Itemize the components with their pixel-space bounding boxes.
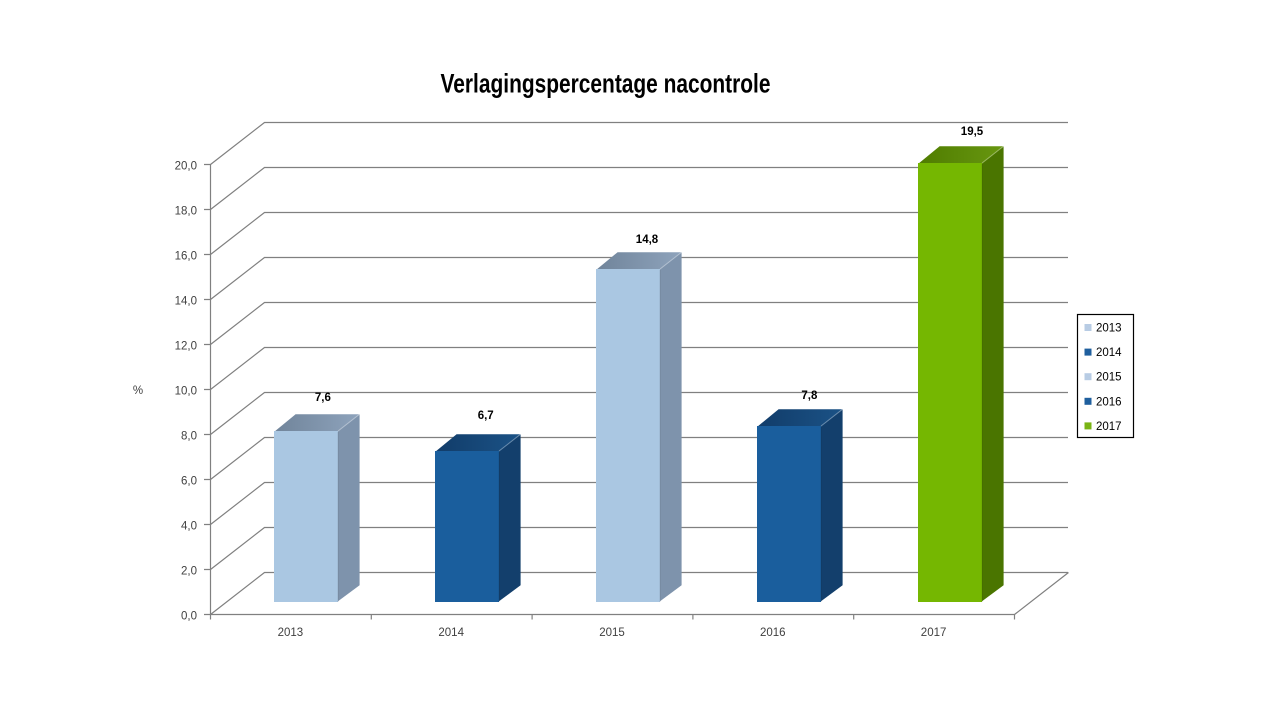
svg-text:4,0: 4,0 (181, 521, 197, 533)
svg-text:2013: 2013 (1096, 323, 1122, 335)
svg-text:%: % (133, 385, 143, 397)
svg-text:2015: 2015 (1096, 372, 1122, 384)
svg-text:0,0: 0,0 (181, 611, 197, 623)
svg-text:16,0: 16,0 (175, 251, 197, 263)
svg-text:2017: 2017 (1096, 421, 1122, 433)
svg-text:8,0: 8,0 (181, 431, 197, 443)
svg-text:2014: 2014 (1096, 347, 1122, 359)
svg-text:19,5: 19,5 (961, 126, 984, 138)
svg-text:14,8: 14,8 (636, 234, 659, 246)
svg-text:2014: 2014 (438, 627, 464, 639)
svg-text:2013: 2013 (278, 627, 304, 639)
svg-text:Verlagingspercentage nacontrol: Verlagingspercentage nacontrole (441, 69, 771, 99)
svg-text:2016: 2016 (760, 627, 786, 639)
svg-text:2,0: 2,0 (181, 566, 197, 578)
svg-text:7,6: 7,6 (315, 392, 331, 404)
svg-text:10,0: 10,0 (175, 386, 197, 398)
svg-text:2017: 2017 (921, 627, 947, 639)
svg-text:18,0: 18,0 (175, 206, 197, 218)
svg-text:20,0: 20,0 (175, 161, 197, 173)
svg-text:12,0: 12,0 (175, 341, 197, 353)
svg-text:14,0: 14,0 (175, 296, 197, 308)
svg-text:6,7: 6,7 (478, 410, 494, 422)
svg-text:7,8: 7,8 (801, 390, 818, 402)
svg-text:2016: 2016 (1096, 396, 1122, 408)
svg-text:6,0: 6,0 (181, 476, 197, 488)
svg-text:2015: 2015 (599, 627, 625, 639)
